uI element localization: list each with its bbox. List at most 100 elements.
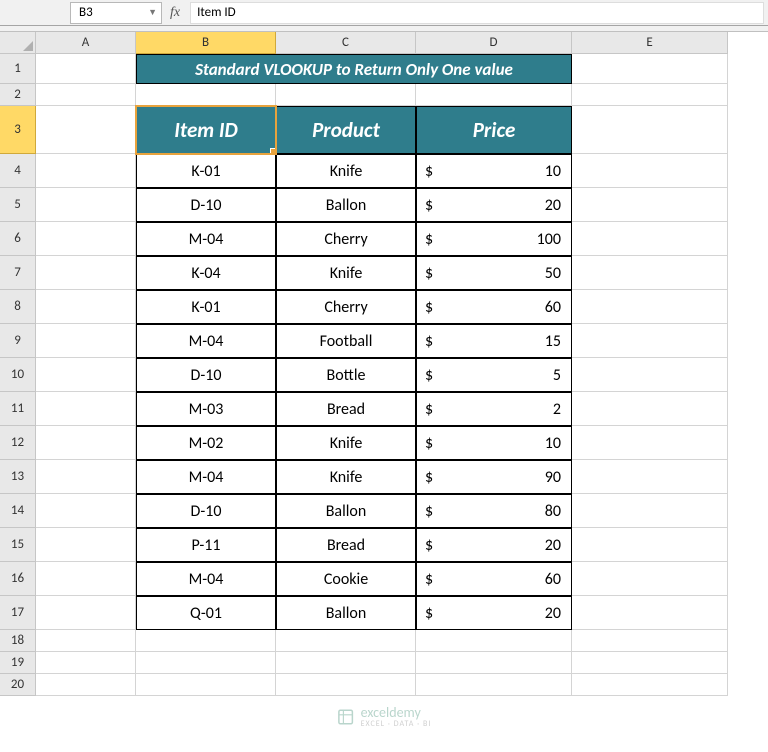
- cell-E1[interactable]: [572, 54, 728, 84]
- table-cell-product[interactable]: Bread: [276, 392, 416, 426]
- table-cell-product[interactable]: Bottle: [276, 358, 416, 392]
- table-cell-product[interactable]: Cherry: [276, 222, 416, 256]
- table-cell-product[interactable]: Bread: [276, 528, 416, 562]
- cell-A5[interactable]: [36, 188, 136, 222]
- table-cell-id[interactable]: M-04: [136, 222, 276, 256]
- cell-A17[interactable]: [36, 596, 136, 630]
- cell-D20[interactable]: [416, 674, 572, 696]
- cell-A6[interactable]: [36, 222, 136, 256]
- table-cell-product[interactable]: Ballon: [276, 596, 416, 630]
- cell-A3[interactable]: [36, 106, 136, 154]
- row-header-10[interactable]: 10: [0, 358, 36, 392]
- table-cell-product[interactable]: Knife: [276, 460, 416, 494]
- table-cell-price[interactable]: $15: [416, 324, 572, 358]
- fx-icon[interactable]: fx: [170, 5, 180, 21]
- row-header-12[interactable]: 12: [0, 426, 36, 460]
- cell-E10[interactable]: [572, 358, 728, 392]
- cell-C2[interactable]: [276, 84, 416, 106]
- row-header-11[interactable]: 11: [0, 392, 36, 426]
- cell-A12[interactable]: [36, 426, 136, 460]
- cell-B18[interactable]: [136, 630, 276, 652]
- cell-A19[interactable]: [36, 652, 136, 674]
- table-header-price[interactable]: Price: [416, 106, 572, 154]
- cell-A18[interactable]: [36, 630, 136, 652]
- table-cell-price[interactable]: $2: [416, 392, 572, 426]
- cell-A4[interactable]: [36, 154, 136, 188]
- table-cell-price[interactable]: $5: [416, 358, 572, 392]
- select-all-corner[interactable]: [0, 32, 36, 54]
- col-header-D[interactable]: D: [416, 32, 572, 54]
- cell-E16[interactable]: [572, 562, 728, 596]
- cell-B19[interactable]: [136, 652, 276, 674]
- table-cell-id[interactable]: Q-01: [136, 596, 276, 630]
- cell-A8[interactable]: [36, 290, 136, 324]
- table-cell-price[interactable]: $60: [416, 562, 572, 596]
- table-cell-product[interactable]: Ballon: [276, 494, 416, 528]
- table-cell-id[interactable]: K-01: [136, 154, 276, 188]
- row-header-3[interactable]: 3: [0, 106, 36, 154]
- col-header-A[interactable]: A: [36, 32, 136, 54]
- table-cell-price[interactable]: $20: [416, 188, 572, 222]
- row-header-4[interactable]: 4: [0, 154, 36, 188]
- table-header-product[interactable]: Product: [276, 106, 416, 154]
- cell-E5[interactable]: [572, 188, 728, 222]
- dropdown-icon[interactable]: ▼: [148, 7, 157, 18]
- table-cell-id[interactable]: M-04: [136, 562, 276, 596]
- cell-B2[interactable]: [136, 84, 276, 106]
- table-cell-price[interactable]: $90: [416, 460, 572, 494]
- cell-A10[interactable]: [36, 358, 136, 392]
- cell-D19[interactable]: [416, 652, 572, 674]
- cell-A2[interactable]: [36, 84, 136, 106]
- table-cell-product[interactable]: Knife: [276, 426, 416, 460]
- cell-E14[interactable]: [572, 494, 728, 528]
- table-cell-price[interactable]: $80: [416, 494, 572, 528]
- table-cell-price[interactable]: $100: [416, 222, 572, 256]
- cell-A15[interactable]: [36, 528, 136, 562]
- table-cell-id[interactable]: D-10: [136, 358, 276, 392]
- row-header-8[interactable]: 8: [0, 290, 36, 324]
- col-header-B[interactable]: B: [136, 32, 276, 54]
- table-cell-product[interactable]: Ballon: [276, 188, 416, 222]
- row-header-18[interactable]: 18: [0, 630, 36, 652]
- col-header-E[interactable]: E: [572, 32, 728, 54]
- cell-E20[interactable]: [572, 674, 728, 696]
- cell-A1[interactable]: [36, 54, 136, 84]
- cell-C20[interactable]: [276, 674, 416, 696]
- cell-A7[interactable]: [36, 256, 136, 290]
- cell-C19[interactable]: [276, 652, 416, 674]
- table-cell-product[interactable]: Football: [276, 324, 416, 358]
- table-cell-product[interactable]: Cookie: [276, 562, 416, 596]
- cell-A20[interactable]: [36, 674, 136, 696]
- cell-E18[interactable]: [572, 630, 728, 652]
- cell-E19[interactable]: [572, 652, 728, 674]
- row-header-9[interactable]: 9: [0, 324, 36, 358]
- cell-E17[interactable]: [572, 596, 728, 630]
- cell-D2[interactable]: [416, 84, 572, 106]
- formula-input[interactable]: Item ID: [190, 2, 764, 24]
- table-cell-id[interactable]: D-10: [136, 494, 276, 528]
- table-cell-id[interactable]: M-04: [136, 324, 276, 358]
- table-cell-price[interactable]: $20: [416, 596, 572, 630]
- table-cell-product[interactable]: Cherry: [276, 290, 416, 324]
- cell-E12[interactable]: [572, 426, 728, 460]
- cell-E6[interactable]: [572, 222, 728, 256]
- cell-E15[interactable]: [572, 528, 728, 562]
- cell-E9[interactable]: [572, 324, 728, 358]
- row-header-2[interactable]: 2: [0, 84, 36, 106]
- row-header-14[interactable]: 14: [0, 494, 36, 528]
- table-cell-id[interactable]: K-01: [136, 290, 276, 324]
- cell-E11[interactable]: [572, 392, 728, 426]
- cell-E7[interactable]: [572, 256, 728, 290]
- table-cell-product[interactable]: Knife: [276, 256, 416, 290]
- table-cell-price[interactable]: $20: [416, 528, 572, 562]
- row-header-19[interactable]: 19: [0, 652, 36, 674]
- name-box[interactable]: B3 ▼: [70, 2, 162, 24]
- row-header-13[interactable]: 13: [0, 460, 36, 494]
- table-cell-product[interactable]: Knife: [276, 154, 416, 188]
- row-header-20[interactable]: 20: [0, 674, 36, 696]
- cell-C18[interactable]: [276, 630, 416, 652]
- row-header-15[interactable]: 15: [0, 528, 36, 562]
- row-header-6[interactable]: 6: [0, 222, 36, 256]
- table-cell-price[interactable]: $10: [416, 426, 572, 460]
- row-header-16[interactable]: 16: [0, 562, 36, 596]
